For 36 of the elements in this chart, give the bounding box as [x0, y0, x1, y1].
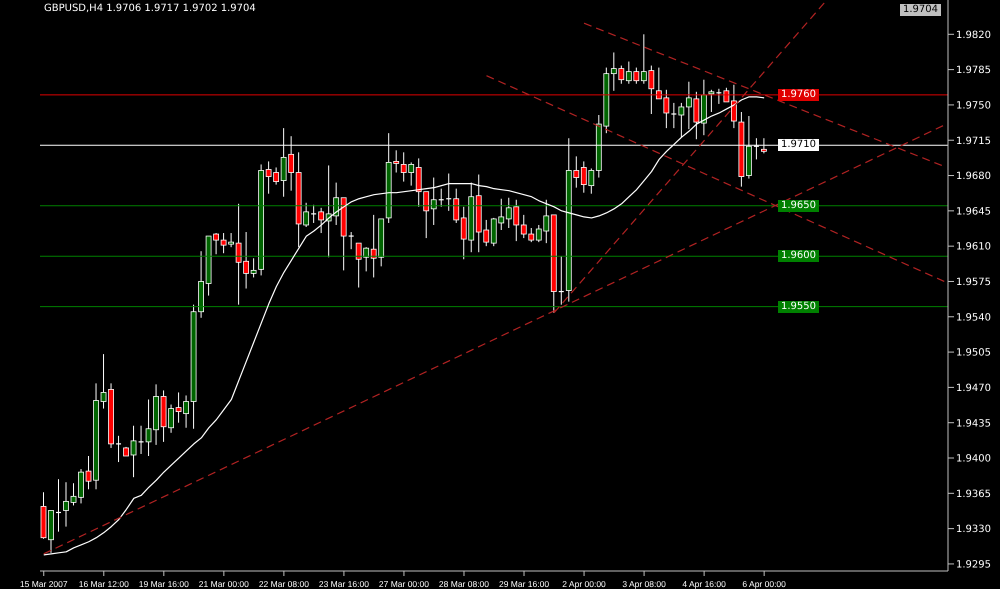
x-tick-label: 4 Apr 16:00 [682, 579, 726, 589]
y-tick-label: 1.9435 [956, 418, 991, 430]
ref-line-label: 1.9600 [778, 250, 819, 262]
x-tick-label: 6 Apr 00:00 [742, 579, 786, 589]
y-tick-label: 1.9785 [956, 65, 991, 76]
y-tick-label: 1.9295 [956, 559, 991, 570]
y-tick-label: 1.9645 [956, 206, 991, 218]
x-tick-label: 29 Mar 16:00 [498, 579, 550, 589]
y-tick-label: 1.9505 [956, 348, 991, 359]
y-tick-label: 1.9680 [956, 171, 991, 182]
x-tick-label: 2 Apr 00:00 [562, 579, 606, 589]
y-tick-label: 1.9610 [956, 242, 991, 253]
ref-line-label: 1.9650 [778, 200, 819, 212]
y-tick-label: 1.9330 [956, 524, 991, 536]
x-tick-label: 23 Mar 16:00 [318, 579, 370, 589]
y-tick-label: 1.9400 [956, 454, 991, 465]
y-tick-label: 1.9750 [956, 100, 991, 112]
annotation: 1.9704 [900, 4, 941, 16]
y-tick-label: 1.9365 [956, 488, 991, 500]
x-tick-label: 27 Mar 00:00 [378, 579, 430, 589]
x-tick-label: 16 Mar 12:00 [78, 579, 130, 589]
x-tick-label: 3 Apr 08:00 [622, 579, 666, 589]
x-tick-label: 15 Mar 2007 [20, 579, 68, 589]
x-tick-label: 22 Mar 08:00 [258, 579, 310, 589]
ref-line-label: 1.9710 [778, 139, 819, 152]
y-tick-label: 1.9715 [956, 136, 991, 147]
x-tick-label: 28 Mar 08:00 [438, 579, 490, 589]
y-tick-label: 1.9575 [956, 277, 991, 288]
y-tick-label: 1.9540 [956, 312, 991, 324]
y-tick-label: 1.9820 [956, 30, 991, 41]
x-tick-label: 19 Mar 16:00 [138, 579, 190, 589]
ref-line-label: 1.9760 [778, 88, 819, 101]
chart-title: GBPUSD,H4 1.9706 1.9717 1.9702 1.9704 [44, 3, 256, 14]
x-tick-label: 21 Mar 00:00 [198, 579, 250, 589]
ref-line-label: 1.9550 [778, 300, 819, 313]
y-tick-label: 1.9470 [956, 382, 991, 394]
